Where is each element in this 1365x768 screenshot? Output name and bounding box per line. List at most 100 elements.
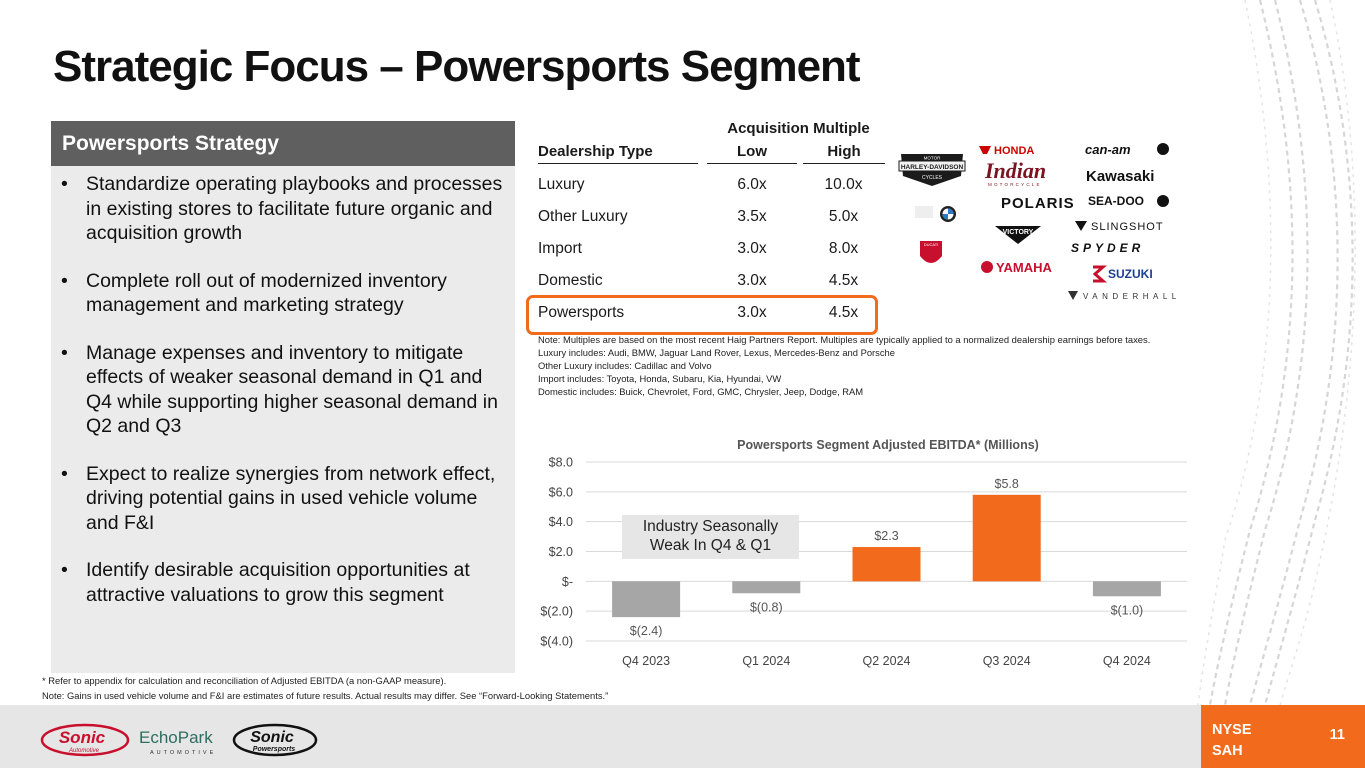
yamaha-logo: YAMAHA	[981, 260, 1052, 275]
harley-davidson-logo: HARLEY-DAVIDSON MOTOR CYCLES	[898, 154, 966, 186]
honda-text: HONDA	[994, 145, 1034, 157]
strategy-bullet: • Complete roll out of modernized invento…	[61, 269, 503, 318]
suzuki-logo: SUZUKI	[1092, 265, 1153, 283]
vanderhall-text: VANDERHALL	[1083, 292, 1181, 301]
ticker-badge: NYSE SAH 11	[1201, 705, 1365, 768]
honda-logo: HONDA	[979, 145, 1034, 157]
sonic-powersports-logo: Sonic Powersports	[232, 723, 318, 757]
x-tick-label: Q2 2024	[863, 654, 911, 668]
y-tick-label: $(2.0)	[540, 605, 573, 619]
can-am-logo: can-am	[1085, 142, 1169, 157]
data-label: $(2.4)	[630, 624, 663, 638]
seasonal-annotation: Industry Seasonally Weak In Q4 & Q1	[622, 515, 799, 559]
polaris-logo: POLARIS	[1001, 195, 1075, 212]
ticker-text: NYSE SAH	[1212, 720, 1252, 762]
bullet-glyph: •	[61, 559, 68, 581]
column-header-dealership-type: Dealership Type	[538, 143, 698, 164]
note-line: Luxury includes: Audi, BMW, Jaguar Land …	[538, 346, 895, 358]
victory-logo: VICTORY	[995, 226, 1041, 244]
spyder-text: SPYDER	[1071, 241, 1144, 255]
data-label: $2.3	[874, 529, 898, 543]
bar	[972, 494, 1041, 582]
footnote-forward-looking: Note: Gains in used vehicle volume and F…	[42, 690, 609, 701]
echopark-sub: AUTOMOTIVE	[150, 750, 216, 756]
multiple-low: 3.0x	[737, 272, 767, 289]
harley-top-text: MOTOR	[924, 156, 941, 161]
strategy-bullet-text: Standardize operating playbooks and proc…	[86, 173, 503, 244]
table-row: Luxury 6.0x 10.0x	[531, 170, 871, 202]
note-line: Note: Multiples are based on the most re…	[538, 334, 1151, 345]
can-am-text: can-am	[1085, 142, 1131, 157]
x-tick-label: Q1 2024	[742, 654, 790, 668]
bar	[612, 581, 681, 618]
y-tick-label: $2.0	[549, 545, 573, 559]
tire-track-decoration	[1197, 0, 1356, 705]
ebitda-bar-chart: Powersports Segment Adjusted EBITDA* (Mi…	[540, 438, 1187, 668]
note-line: Other Luxury includes: Cadillac and Volv…	[538, 359, 712, 371]
suzuki-text: SUZUKI	[1108, 267, 1153, 281]
x-tick-label: Q3 2024	[983, 654, 1031, 668]
multiple-high: 8.0x	[828, 240, 859, 257]
sonic-automotive-logo: Sonic Automotive	[40, 723, 130, 757]
strategy-bullet: • Standardize operating playbooks and pro…	[61, 172, 503, 246]
strategy-bullet-text: Complete roll out of modernized inventor…	[86, 269, 447, 317]
x-tick-label: Q4 2024	[1103, 654, 1151, 668]
page-title: Strategic Focus – Powersports Segment	[53, 42, 861, 91]
y-tick-label: $8.0	[549, 456, 573, 470]
dealership-type: Import	[538, 240, 582, 257]
ducati-text: DUCATI	[924, 242, 939, 247]
indian-text: Indian	[984, 158, 1046, 183]
table-row: Other Luxury 3.5x 5.0x	[531, 202, 871, 234]
indian-sub-text: MOTORCYCLE	[988, 182, 1042, 187]
page-number: 11	[1329, 727, 1345, 743]
sonic-automotive-text: Sonic	[59, 728, 106, 747]
kawasaki-text: Kawasaki	[1086, 168, 1154, 185]
sea-doo-logo: SEA-DOO	[1088, 194, 1169, 208]
slingshot-logo: SLINGSHOT	[1075, 221, 1163, 233]
exchange-label: NYSE	[1212, 722, 1252, 738]
multiple-low: 3.0x	[737, 304, 767, 321]
bullet-glyph: •	[61, 173, 68, 195]
dealership-type: Other Luxury	[538, 208, 628, 225]
multiple-high: 4.5x	[828, 304, 859, 321]
data-label: $5.8	[995, 477, 1019, 491]
echopark-text: EchoPark	[139, 728, 213, 747]
data-label: $(0.8)	[750, 600, 783, 614]
strategy-bullet-text: Manage expenses and inventory to mitigat…	[86, 341, 498, 438]
sonic-automotive-sub: Automotive	[68, 748, 100, 754]
dealership-type: Luxury	[538, 176, 585, 193]
strategy-bullet: • Manage expenses and inventory to mitiga…	[61, 341, 503, 439]
note-line: Import includes: Toyota, Honda, Subaru, …	[538, 372, 782, 384]
y-tick-label: $6.0	[549, 485, 573, 499]
footer-bar: Sonic Automotive EchoPark AUTOMOTIVE Son…	[0, 705, 1365, 768]
bar	[1092, 581, 1161, 597]
multiple-high: 5.0x	[828, 208, 859, 225]
harley-bottom-text: CYCLES	[922, 175, 943, 181]
y-tick-label: $-	[562, 575, 573, 589]
column-header-low: Low	[707, 143, 797, 164]
strategy-bullet-list: • Standardize operating playbooks and pro…	[51, 166, 515, 607]
bar	[732, 581, 801, 594]
y-tick-label: $4.0	[549, 515, 573, 529]
echopark-logo: EchoPark AUTOMOTIVE	[139, 728, 216, 756]
chart-title: Powersports Segment Adjusted EBITDA* (Mi…	[737, 438, 1039, 452]
multiple-low: 6.0x	[737, 176, 767, 193]
dealership-type: Domestic	[538, 272, 603, 289]
multiple-high: 4.5x	[828, 272, 859, 289]
acquisition-multiple-header: Acquisition Multiple	[727, 120, 870, 137]
strategy-header: Powersports Strategy	[51, 121, 515, 166]
bullet-glyph: •	[61, 269, 68, 292]
bullet-glyph: •	[61, 341, 68, 364]
footnotes: * Refer to appendix for calculation and …	[42, 673, 608, 703]
footnote-adjusted-ebitda: * Refer to appendix for calculation and …	[42, 675, 447, 686]
brand-logos: HARLEY-DAVIDSON MOTOR CYCLES DUCATI HOND…	[898, 142, 1181, 301]
column-header-high: High	[803, 143, 885, 164]
indian-logo: Indian MOTORCYCLE	[984, 158, 1046, 187]
victory-text: VICTORY	[1003, 229, 1034, 236]
bmw-logo	[915, 206, 956, 222]
strategy-bullet: • Expect to realize synergies from networ…	[61, 462, 503, 536]
table-row: Domestic 3.0x 4.5x	[531, 266, 871, 298]
vanderhall-logo: VANDERHALL	[1068, 291, 1181, 301]
ducati-logo: DUCATI	[920, 241, 942, 263]
polaris-text: POLARIS	[1001, 195, 1075, 212]
